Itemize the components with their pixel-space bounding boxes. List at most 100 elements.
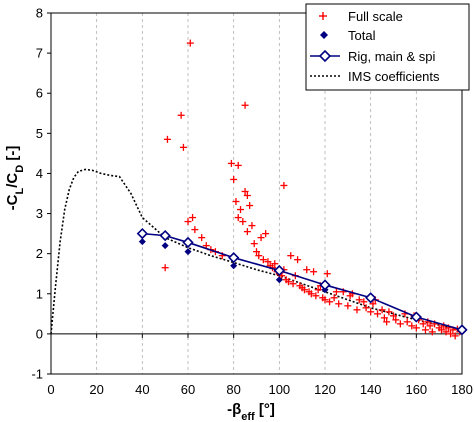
y-axis-title-unit: [-] xyxy=(4,146,21,165)
point-full-scale xyxy=(419,320,427,328)
point-full-scale xyxy=(234,214,242,222)
series-rig-main-spi xyxy=(136,227,468,336)
point-full-scale xyxy=(303,266,311,274)
point-rig-main-spi xyxy=(456,324,468,336)
legend-box xyxy=(305,3,470,91)
point-full-scale xyxy=(355,296,363,304)
point-full-scale xyxy=(289,280,297,288)
x-tick-label: 120 xyxy=(314,382,336,397)
legend-marker-full-scale xyxy=(319,12,327,20)
point-rig-main-spi xyxy=(319,279,331,291)
point-full-scale xyxy=(234,161,242,169)
point-full-scale xyxy=(447,330,455,338)
point-full-scale xyxy=(239,218,247,226)
axes xyxy=(47,12,463,375)
plot-frame xyxy=(50,12,463,375)
point-full-scale xyxy=(287,252,295,260)
x-tick-label: 160 xyxy=(405,382,427,397)
point-full-scale xyxy=(248,222,256,230)
point-full-scale xyxy=(392,316,400,324)
point-full-scale xyxy=(243,228,251,236)
x-tick-labels: 0 20 40 60 80 100 120 140 160 180 xyxy=(47,382,472,397)
point-full-scale xyxy=(360,298,368,306)
legend-label-ims: IMS coefficients xyxy=(348,69,440,84)
y-tick-label: -1 xyxy=(31,367,43,382)
point-full-scale xyxy=(300,286,308,294)
point-rig-main-spi xyxy=(228,252,240,264)
point-full-scale xyxy=(437,326,445,334)
point-full-scale xyxy=(230,175,238,183)
x-tick-label: 140 xyxy=(360,382,382,397)
y-axis-title-sub-l: L xyxy=(14,188,26,195)
point-total xyxy=(161,242,169,250)
point-full-scale xyxy=(390,312,397,320)
x-tick-label: 100 xyxy=(268,382,290,397)
point-full-scale xyxy=(246,202,254,210)
series-layer xyxy=(50,39,468,340)
point-total xyxy=(184,248,192,256)
y-tick-label: 0 xyxy=(36,326,43,341)
legend-label-total: Total xyxy=(348,28,376,43)
point-full-scale xyxy=(374,310,382,318)
point-total xyxy=(230,262,238,270)
point-full-scale xyxy=(369,300,377,308)
point-full-scale xyxy=(408,322,416,330)
legend-label-rig: Rig, main & spi xyxy=(348,49,436,64)
point-full-scale xyxy=(353,306,361,314)
series-line-ims-coefficients xyxy=(50,168,463,334)
point-full-scale xyxy=(189,214,197,222)
x-tick-label: 40 xyxy=(135,382,149,397)
x-tick-label: 180 xyxy=(451,382,473,397)
point-rig-main-spi xyxy=(365,292,377,304)
point-full-scale xyxy=(442,328,450,336)
x-tick-label: 60 xyxy=(181,382,195,397)
point-full-scale xyxy=(362,304,370,312)
point-full-scale xyxy=(237,206,245,214)
point-full-scale xyxy=(312,292,320,300)
point-full-scale xyxy=(332,288,340,296)
point-full-scale xyxy=(250,240,258,248)
y-tick-label: 7 xyxy=(36,46,43,61)
x-axis-title-sub: eff xyxy=(241,411,255,422)
y-tick-label: 4 xyxy=(36,166,43,181)
point-full-scale xyxy=(161,264,169,272)
point-full-scale xyxy=(383,318,391,326)
point-full-scale xyxy=(232,198,240,206)
y-axis-title-sub-d: D xyxy=(14,165,26,173)
point-full-scale xyxy=(271,260,279,268)
point-full-scale xyxy=(241,101,249,109)
point-full-scale xyxy=(257,234,265,242)
x-tick-label: 0 xyxy=(47,382,54,397)
point-rig-main-spi xyxy=(136,227,148,240)
point-full-scale xyxy=(428,328,436,336)
point-rig-main-spi xyxy=(273,264,285,277)
legend: Full scale Total Rig, main & spi IMS coe… xyxy=(305,3,470,91)
y-tick-label: 8 xyxy=(36,6,43,21)
point-rig-main-spi xyxy=(410,311,422,323)
point-full-scale xyxy=(426,322,434,330)
point-full-scale xyxy=(412,324,420,332)
point-full-scale xyxy=(403,318,411,326)
y-tick-label: 6 xyxy=(36,86,43,101)
x-axis-title-unit: [°] xyxy=(255,401,275,418)
x-axis-title: -βeff [°] xyxy=(227,401,275,422)
legend-marker-total xyxy=(320,31,328,39)
point-full-scale xyxy=(367,308,375,316)
point-full-scale xyxy=(284,278,292,286)
point-full-scale xyxy=(241,187,249,195)
y-axis-title-main: -C xyxy=(4,194,21,210)
point-full-scale xyxy=(259,256,267,264)
x-tick-label: 80 xyxy=(226,382,240,397)
point-full-scale xyxy=(421,326,429,334)
point-full-scale xyxy=(227,159,235,167)
point-total xyxy=(275,276,283,284)
point-full-scale xyxy=(264,258,272,266)
point-full-scale xyxy=(198,234,206,242)
point-full-scale xyxy=(177,111,185,119)
x-tick-label: 20 xyxy=(89,382,103,397)
point-full-scale xyxy=(179,143,187,151)
point-full-scale xyxy=(186,39,194,47)
legend-label-full-scale: Full scale xyxy=(348,9,403,24)
point-full-scale xyxy=(255,252,263,260)
